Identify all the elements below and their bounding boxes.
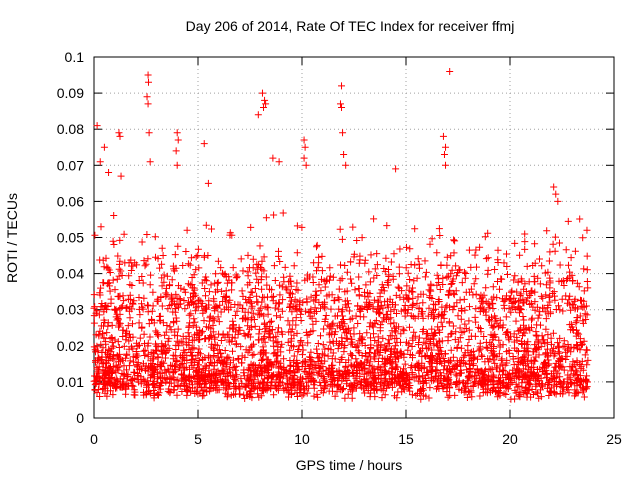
x-tick-label: 0 [90,431,98,447]
roti-point [550,183,558,191]
chart-title: Day 206 of 2014, Rate Of TEC Index for r… [186,18,515,34]
roti-point [301,143,309,151]
roti-point [338,82,346,90]
roti-point [339,129,347,137]
roti-point [302,161,310,169]
y-tick-label: 0.03 [57,302,84,318]
roti-point [100,143,108,151]
roti-point [144,78,152,86]
y-tick-label: 0.09 [57,85,84,101]
roti-point [446,67,454,75]
roti-point [552,190,560,198]
roti-point [269,154,277,162]
x-tick-label: 20 [502,431,518,447]
roti-point [173,161,181,169]
roti-point [554,197,562,205]
roti-point [340,150,348,158]
roti-point [200,140,208,148]
roti-point [260,104,268,112]
roti-point [254,111,262,119]
x-tick-label: 15 [398,431,414,447]
roti-points-cloud [90,209,592,403]
roti-point [336,100,344,108]
y-tick-label: 0.01 [57,374,84,390]
roti-point [275,158,283,166]
roti-point [174,136,182,144]
roti-point [117,172,125,180]
roti-point [442,161,450,169]
roti-point [96,158,104,166]
y-tick-label: 0.07 [57,157,84,173]
roti-point [115,129,123,137]
tick-label-layer: 0 0.01 0.02 0.03 0.04 0.05 0.06 0.07 0.08 0.09 0.1… [57,49,622,447]
y-tick-label: 0 [76,410,84,426]
roti-point [258,89,266,97]
roti-point [173,129,181,137]
x-tick-label: 5 [194,431,202,447]
y-tick-label: 0.1 [65,49,85,65]
roti-point [392,165,400,173]
roti-point [442,143,450,151]
roti-point [300,154,308,162]
roti-point [93,122,101,130]
roti-point [143,93,151,101]
y-tick-label: 0.06 [57,193,84,209]
y-axis-label: ROTI / TECUs [4,193,20,283]
roti-point [105,169,113,177]
roti-point [439,132,447,140]
y-tick-label: 0.02 [57,338,84,354]
roti-point [145,129,153,137]
grid-layer [94,57,614,418]
points-layer [90,67,592,403]
roti-point [172,147,180,155]
y-tick-label: 0.08 [57,121,84,137]
roti-point [144,100,152,108]
roti-point [116,132,124,140]
roti-point [338,104,346,112]
roti-point [262,100,270,108]
roti-point [300,136,308,144]
x-axis-label: GPS time / hours [296,457,403,473]
roti-point [440,150,448,158]
roti-point [583,226,591,234]
roti-point [146,158,154,166]
y-tick-label: 0.04 [57,266,84,282]
y-tick-label: 0.05 [57,230,84,246]
x-tick-label: 10 [294,431,310,447]
roti-point [204,179,212,187]
roti-point [261,96,269,104]
roti-point [342,161,350,169]
roti-point [144,71,152,79]
x-tick-label: 25 [606,431,622,447]
